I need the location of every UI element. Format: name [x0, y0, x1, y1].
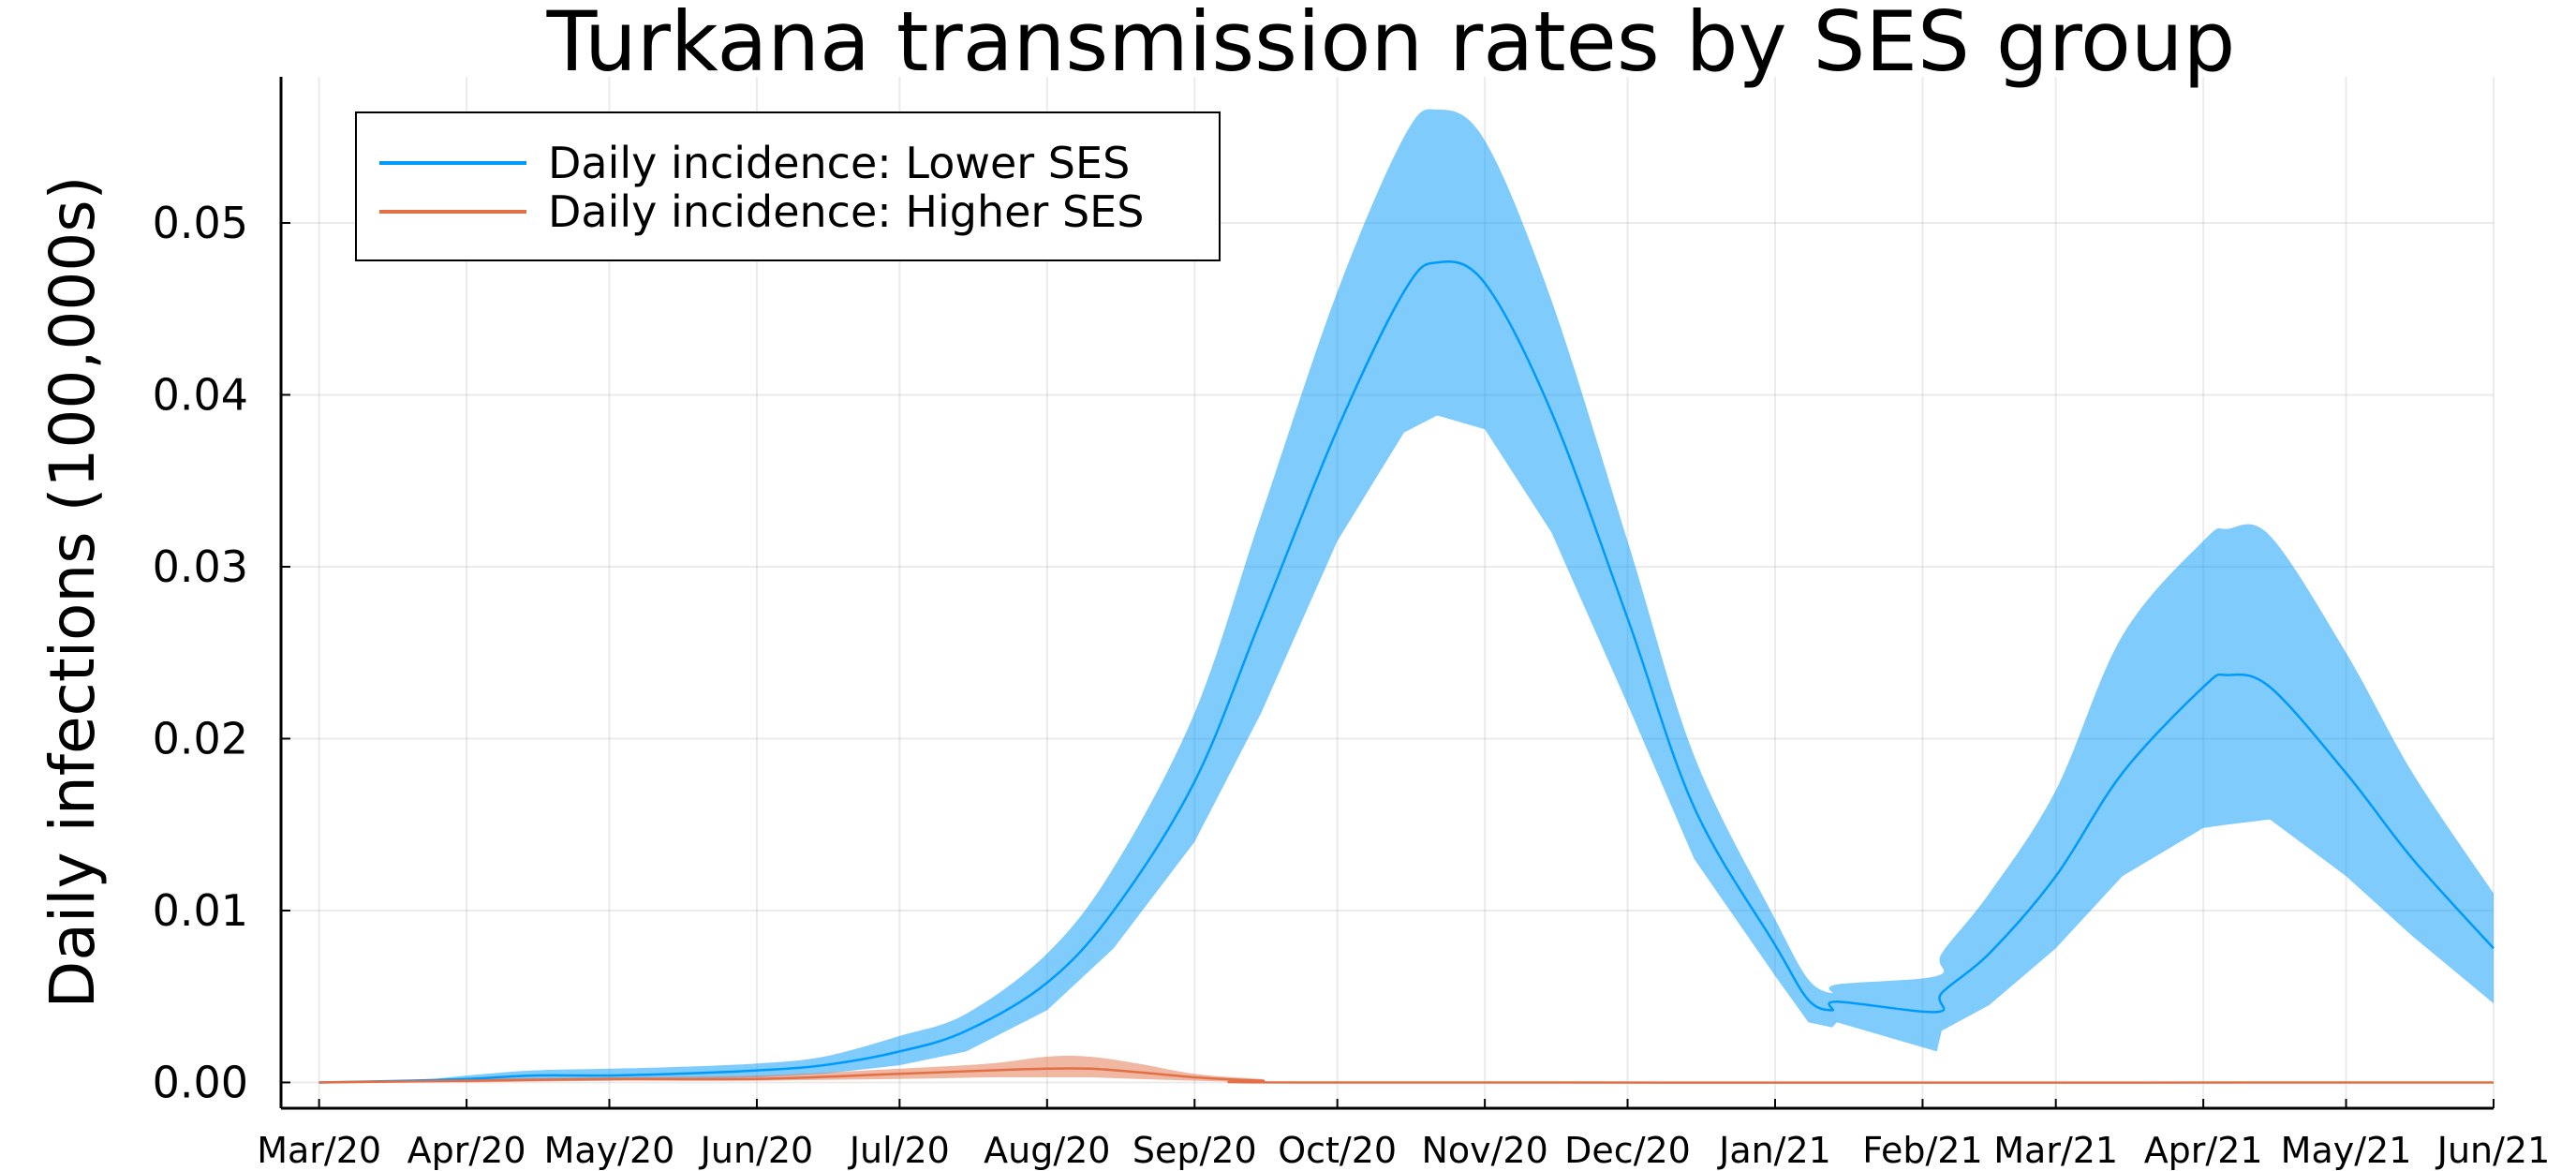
y-tick-label: 0.04	[153, 369, 248, 420]
y-tick-label: 0.03	[153, 541, 248, 592]
x-tick-label: Mar/20	[257, 1130, 381, 1171]
x-tick-labels: Mar/20 Apr/20 May/20 Jun/20 Jul/20 Aug/20 Sep/…	[257, 1130, 2550, 1171]
x-tick-label: Aug/20	[984, 1130, 1110, 1171]
x-tick-label: Jul/20	[848, 1130, 950, 1171]
line-lower-ses	[318, 260, 2495, 1084]
band-lower-ses	[318, 109, 2494, 1083]
y-axis-label: Daily infections (100,000s)	[37, 176, 109, 1009]
legend: Daily incidence: Lower SES Daily inciden…	[355, 111, 1221, 261]
y-tick-label: 0.00	[153, 1057, 248, 1107]
series-lines	[318, 260, 2495, 1084]
x-tick-label: Nov/20	[1421, 1130, 1547, 1171]
x-tick-label: Jan/21	[1717, 1130, 1831, 1171]
y-tick-label: 0.01	[153, 885, 248, 936]
x-tick-label: Apr/20	[407, 1130, 526, 1171]
x-tick-label: Oct/20	[1278, 1130, 1397, 1171]
x-tick-label: May/20	[544, 1130, 675, 1171]
legend-box	[355, 111, 1221, 261]
line-higher-ses	[318, 1067, 2495, 1084]
x-tick-label: Sep/20	[1133, 1130, 1257, 1171]
x-tick-label: Jun/21	[2435, 1130, 2551, 1171]
chart-title: Turkana transmission rates by SES group	[546, 0, 2236, 90]
x-tick-label: Jun/20	[699, 1130, 814, 1171]
x-tick-label: Apr/21	[2144, 1130, 2263, 1171]
x-tick-label: May/21	[2281, 1130, 2412, 1171]
legend-label-higher-ses: Daily incidence: Higher SES	[548, 186, 1144, 237]
y-tick-label: 0.05	[153, 198, 248, 248]
legend-label-lower-ses: Daily incidence: Lower SES	[548, 138, 1130, 188]
y-tick-labels: 0.00 0.01 0.02 0.03 0.04 0.05	[153, 198, 248, 1107]
x-tick-label: Feb/21	[1862, 1130, 1982, 1171]
x-tick-label: Dec/20	[1564, 1130, 1691, 1171]
axes	[279, 77, 2495, 1110]
y-tick-label: 0.02	[153, 713, 248, 763]
x-tick-label: Mar/21	[1993, 1130, 2118, 1171]
